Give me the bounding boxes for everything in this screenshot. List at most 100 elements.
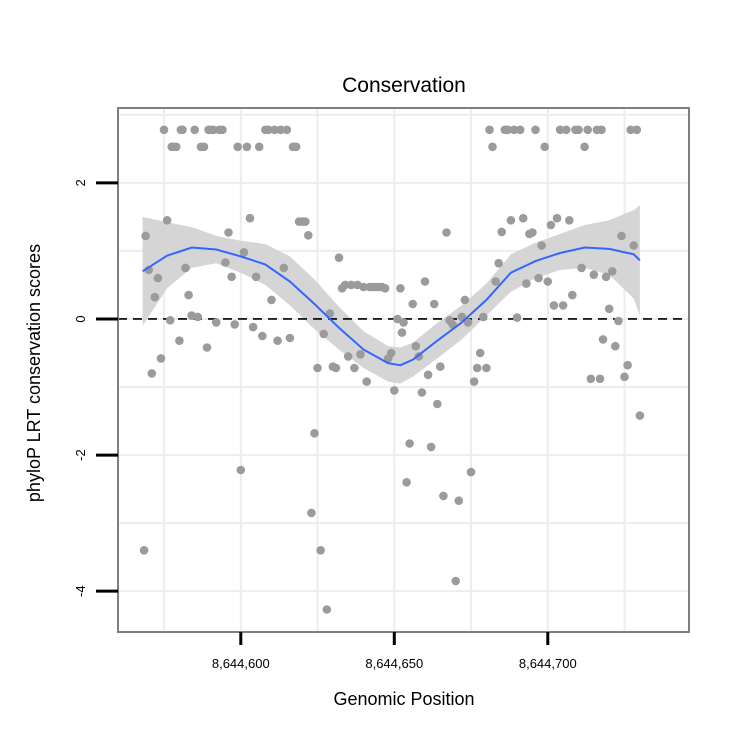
- data-point: [190, 125, 199, 135]
- data-point: [319, 329, 329, 339]
- data-point: [420, 277, 430, 286]
- data-point: [402, 478, 411, 487]
- data-point: [623, 360, 632, 370]
- data-point: [549, 301, 559, 310]
- chart-title: Conservation: [342, 74, 466, 97]
- data-point: [436, 362, 445, 371]
- data-point: [475, 348, 485, 358]
- data-point: [614, 316, 623, 326]
- smooth-line-layer: [142, 246, 641, 367]
- data-point: [423, 370, 433, 380]
- data-points: [139, 125, 645, 614]
- data-point: [340, 280, 350, 290]
- data-point: [307, 508, 316, 518]
- plot-panel-border: [117, 107, 690, 633]
- data-point: [202, 343, 212, 352]
- data-point: [463, 318, 473, 327]
- data-point: [276, 125, 286, 135]
- data-point: [515, 125, 525, 135]
- data-point: [561, 125, 571, 135]
- data-point: [598, 335, 608, 344]
- data-point: [601, 272, 611, 282]
- data-point: [611, 341, 620, 351]
- data-point: [411, 341, 421, 351]
- data-point: [506, 216, 516, 225]
- data-point: [362, 377, 372, 386]
- data-point: [356, 350, 365, 359]
- y-tick-label: -2: [73, 449, 88, 461]
- data-point: [273, 336, 282, 346]
- data-point: [172, 142, 181, 152]
- data-point: [380, 284, 390, 293]
- data-point: [254, 142, 264, 152]
- confidence-ribbon: [142, 205, 640, 384]
- data-point: [310, 429, 319, 438]
- data-point: [543, 277, 553, 286]
- data-point: [396, 284, 405, 293]
- data-point: [331, 363, 341, 373]
- data-point: [313, 363, 322, 373]
- data-point: [147, 369, 157, 378]
- data-point: [491, 277, 500, 286]
- data-point: [442, 228, 451, 237]
- y-tick-label: -4: [73, 585, 88, 597]
- data-point: [629, 241, 638, 250]
- data-point: [399, 318, 408, 327]
- data-point: [301, 217, 310, 226]
- data-point: [608, 267, 617, 276]
- x-tick-label: 8,644,700: [519, 656, 577, 671]
- data-point: [595, 374, 605, 384]
- data-point: [555, 125, 565, 135]
- data-point: [522, 279, 531, 288]
- data-point: [193, 312, 203, 322]
- data-point: [620, 372, 629, 382]
- data-point: [162, 216, 172, 225]
- data-point: [141, 231, 150, 241]
- data-point: [408, 299, 418, 309]
- data-point: [597, 125, 606, 135]
- y-tick-label: 2: [73, 179, 88, 186]
- data-point: [227, 272, 236, 282]
- data-point: [580, 142, 589, 152]
- data-point: [558, 301, 568, 310]
- data-point: [350, 363, 359, 373]
- data-point: [451, 576, 461, 586]
- data-point: [540, 142, 549, 152]
- x-axis-label: Genomic Position: [333, 689, 474, 709]
- data-point: [304, 231, 313, 240]
- data-point: [343, 352, 353, 361]
- data-point: [178, 125, 187, 135]
- data-point: [156, 354, 166, 363]
- data-point: [488, 142, 497, 152]
- data-point: [267, 295, 276, 305]
- data-point: [482, 363, 491, 373]
- y-axis-label: phyloP LRT conservation scores: [24, 244, 44, 502]
- data-point: [439, 491, 448, 501]
- data-point: [139, 546, 149, 555]
- data-point: [494, 258, 504, 268]
- data-point: [565, 216, 574, 225]
- data-point: [390, 386, 399, 395]
- data-point: [604, 304, 614, 314]
- data-point: [322, 605, 332, 614]
- data-point: [285, 333, 295, 343]
- data-point: [429, 299, 439, 309]
- data-point: [224, 228, 233, 237]
- data-point: [626, 125, 635, 135]
- data-point: [248, 322, 258, 332]
- data-point: [175, 336, 184, 346]
- data-point: [479, 312, 488, 322]
- data-point: [528, 228, 537, 237]
- data-point: [221, 258, 230, 267]
- data-point: [316, 546, 325, 555]
- data-point: [586, 374, 596, 384]
- data-point: [509, 125, 519, 135]
- data-point: [251, 272, 261, 282]
- data-point: [264, 125, 273, 135]
- data-point: [258, 331, 267, 341]
- data-point: [397, 328, 407, 337]
- data-point: [236, 465, 246, 475]
- data-point: [485, 125, 494, 135]
- data-point: [386, 348, 396, 358]
